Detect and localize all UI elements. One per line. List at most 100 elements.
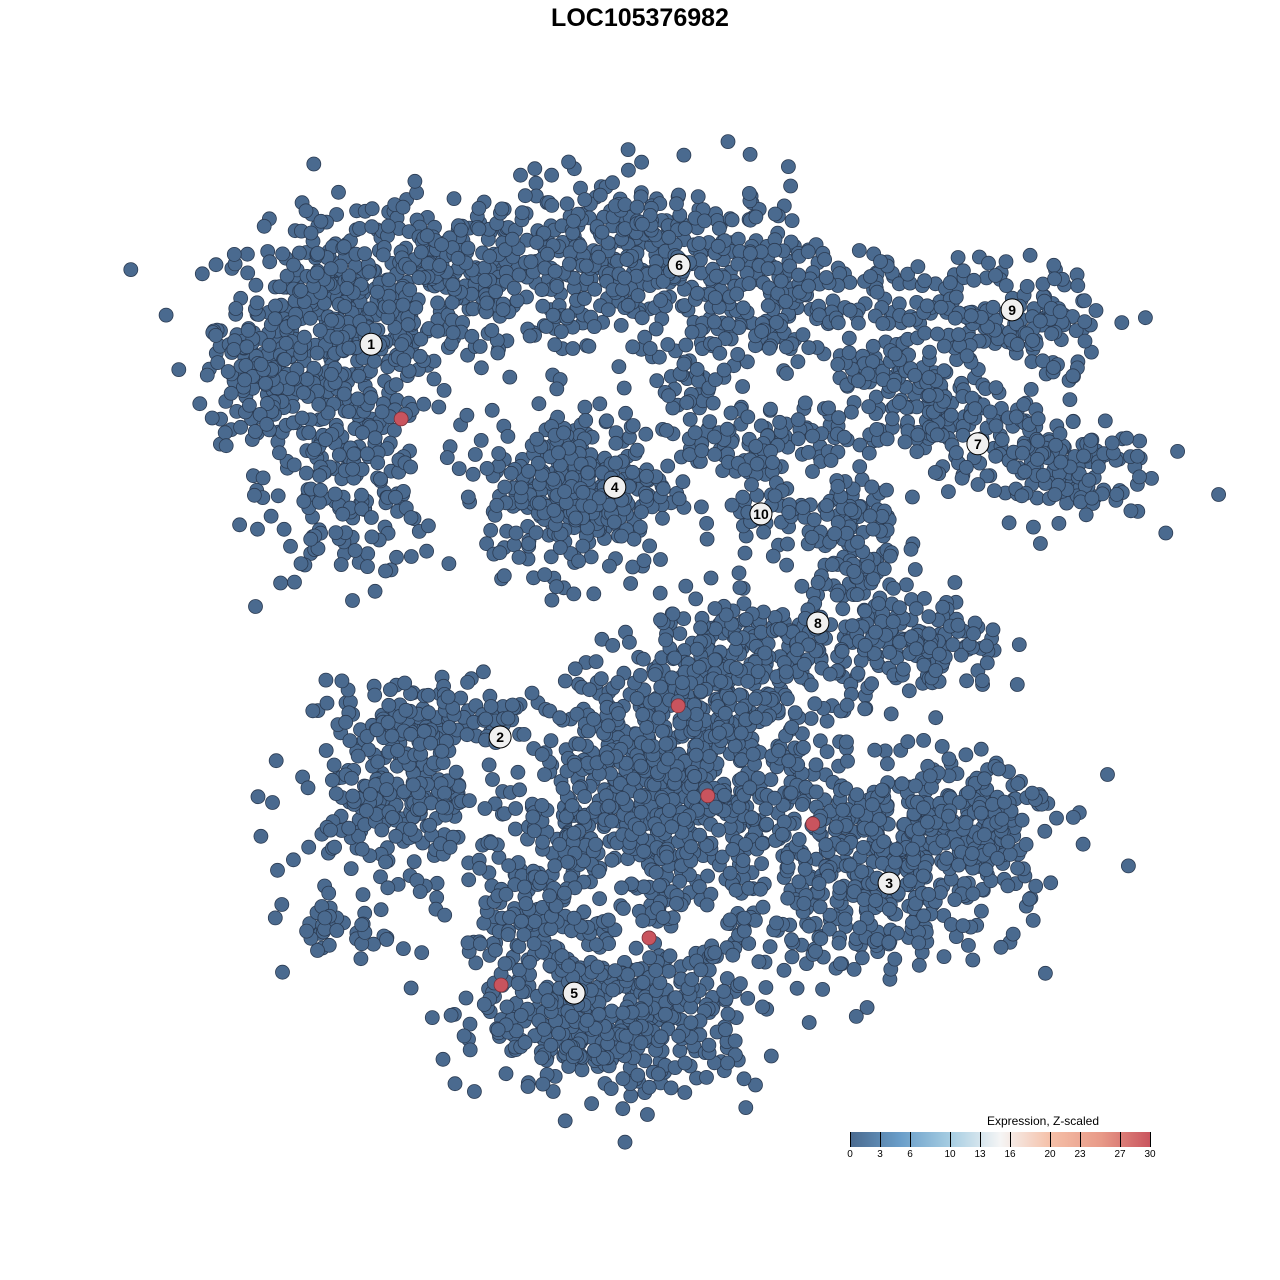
- cell-point-cluster-7: [921, 370, 937, 386]
- cell-point-cluster-1: [262, 254, 278, 270]
- cell-point-cluster-6: [819, 270, 834, 285]
- cell-point-cluster-5: [526, 936, 542, 951]
- cell-point-cluster-5: [762, 939, 778, 955]
- cell-point-cluster-1: [283, 538, 298, 554]
- cell-point-cluster-1: [239, 246, 255, 262]
- cell-point-cluster-8: [928, 710, 944, 726]
- cell-point-cluster-1: [445, 325, 461, 341]
- cell-point-cluster-6: [784, 213, 800, 229]
- cell-point-cluster-8: [882, 548, 898, 564]
- cell-point-cluster-2: [250, 789, 266, 805]
- cell-point-cluster-7: [958, 459, 974, 475]
- cell-point-cluster-10: [737, 545, 753, 561]
- cell-point-cluster-5: [699, 1070, 714, 1085]
- cell-point-cluster-5: [691, 659, 707, 675]
- cell-point-cluster-4: [638, 488, 654, 504]
- cell-point-cluster-9: [917, 325, 933, 341]
- cell-point-cluster-1: [341, 404, 357, 420]
- cell-point-cluster-4: [580, 465, 596, 481]
- cell-point-cluster-1: [419, 228, 435, 244]
- cell-point-cluster-2: [329, 923, 345, 938]
- cell-point-cluster-6: [724, 212, 740, 228]
- cell-point-cluster-8: [905, 489, 920, 505]
- cell-point-cluster-2: [270, 862, 285, 878]
- cell-point-cluster-5: [534, 798, 550, 813]
- cell-point-cluster-1: [364, 201, 380, 217]
- cell-point-cluster-1: [403, 510, 419, 525]
- cell-point-cluster-4: [665, 400, 681, 416]
- cell-point-cluster-10: [719, 421, 735, 437]
- cell-point-cluster-2: [318, 743, 334, 758]
- cell-point-cluster-1: [232, 517, 248, 533]
- cell-point-cluster-1: [311, 397, 327, 412]
- cell-point-cluster-5: [540, 993, 556, 1009]
- cell-point-cluster-1: [345, 461, 361, 477]
- cell-point-cluster-5: [615, 1101, 631, 1117]
- cell-point-cluster-1: [286, 315, 302, 331]
- cell-point-cluster-2: [253, 828, 269, 844]
- cell-point-cluster-7: [1017, 464, 1033, 480]
- cell-point-cluster-1: [430, 295, 446, 311]
- cell-point-cluster-1: [400, 317, 416, 333]
- cell-point-cluster-5: [707, 652, 723, 668]
- cell-point-cluster-6: [559, 196, 575, 212]
- cell-point-cluster-1: [286, 457, 302, 473]
- cell-point-cluster-5: [543, 921, 559, 936]
- cell-point-cluster-6: [565, 341, 581, 356]
- cell-point-cluster-1: [333, 557, 349, 572]
- cell-point-cluster-5: [635, 707, 651, 722]
- cell-point-cluster-2: [265, 795, 280, 810]
- cell-point-cluster-5: [718, 1022, 733, 1037]
- cell-point-cluster-8: [753, 624, 769, 640]
- cell-point-cluster-6: [579, 258, 594, 274]
- cell-point-cluster-7: [1132, 433, 1147, 449]
- cell-point-cluster-1: [373, 471, 388, 487]
- cell-point-cluster-7: [1170, 443, 1185, 459]
- cell-point-cluster-5: [763, 772, 779, 787]
- cell-point-cluster-2: [435, 799, 450, 815]
- cell-point-cluster-6: [621, 162, 636, 178]
- cell-point-cluster-6: [611, 359, 627, 375]
- cell-point-cluster-2: [398, 702, 414, 718]
- cell-point-cluster-5: [615, 1005, 631, 1021]
- cell-point-cluster-5: [499, 999, 515, 1015]
- cell-point-cluster-7: [844, 404, 859, 420]
- cell-point-cluster-4: [629, 442, 645, 458]
- cell-point-cluster-6: [450, 250, 466, 266]
- cell-point-cluster-1: [335, 506, 351, 522]
- cell-point-cluster-6: [357, 246, 373, 262]
- cell-point-cluster-5: [671, 1028, 687, 1044]
- cell-point-cluster-2: [475, 664, 491, 680]
- cell-point-cluster-1: [363, 510, 379, 525]
- cell-point-cluster-9: [1114, 315, 1130, 331]
- cell-point-cluster-9: [998, 278, 1014, 294]
- cell-point-cluster-1: [217, 425, 233, 441]
- cell-point-cluster-5: [542, 888, 557, 904]
- cell-point-cluster-1: [361, 264, 377, 280]
- cell-point-cluster-4: [703, 570, 719, 586]
- cell-point-cluster-8: [672, 626, 688, 641]
- cell-point-cluster-7: [861, 399, 877, 415]
- cell-point-cluster-1: [436, 382, 452, 398]
- cell-point-cluster-6: [560, 308, 576, 324]
- cell-point-cluster-8: [835, 601, 851, 617]
- cell-point-cluster-2: [406, 854, 422, 869]
- cell-point-cluster-6: [544, 197, 560, 213]
- cell-point-cluster-4: [503, 465, 519, 481]
- cell-point-cluster-5: [600, 718, 616, 734]
- cell-point-cluster-6: [514, 205, 530, 221]
- cell-point-cluster-1: [218, 438, 234, 454]
- cell-point-cluster-6: [586, 319, 602, 335]
- cell-point-cluster-8: [931, 646, 947, 662]
- cell-point-cluster-1: [223, 385, 239, 401]
- cell-point-cluster-5: [658, 632, 673, 648]
- cell-point-cluster-8: [945, 637, 961, 652]
- cell-point-cluster-1: [273, 575, 289, 591]
- cell-point-cluster-6: [540, 246, 555, 262]
- cell-point-cluster-6: [690, 189, 706, 205]
- cell-point-cluster-4: [626, 531, 642, 547]
- cell-point-cluster-5: [510, 976, 526, 991]
- cell-point-cluster-5: [497, 956, 513, 972]
- cell-point-cluster-6: [769, 314, 784, 330]
- cell-point-cluster-5: [633, 788, 648, 804]
